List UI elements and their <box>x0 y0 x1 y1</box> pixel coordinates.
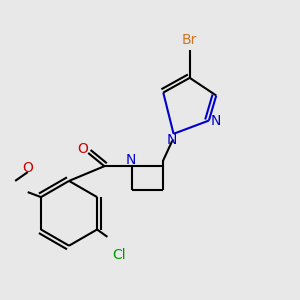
Text: Br: Br <box>182 33 197 46</box>
Text: Cl: Cl <box>112 248 126 262</box>
Text: O: O <box>77 142 88 155</box>
Text: N: N <box>211 114 221 128</box>
Text: N: N <box>167 133 177 147</box>
Text: O: O <box>22 161 33 175</box>
Text: N: N <box>126 153 136 167</box>
